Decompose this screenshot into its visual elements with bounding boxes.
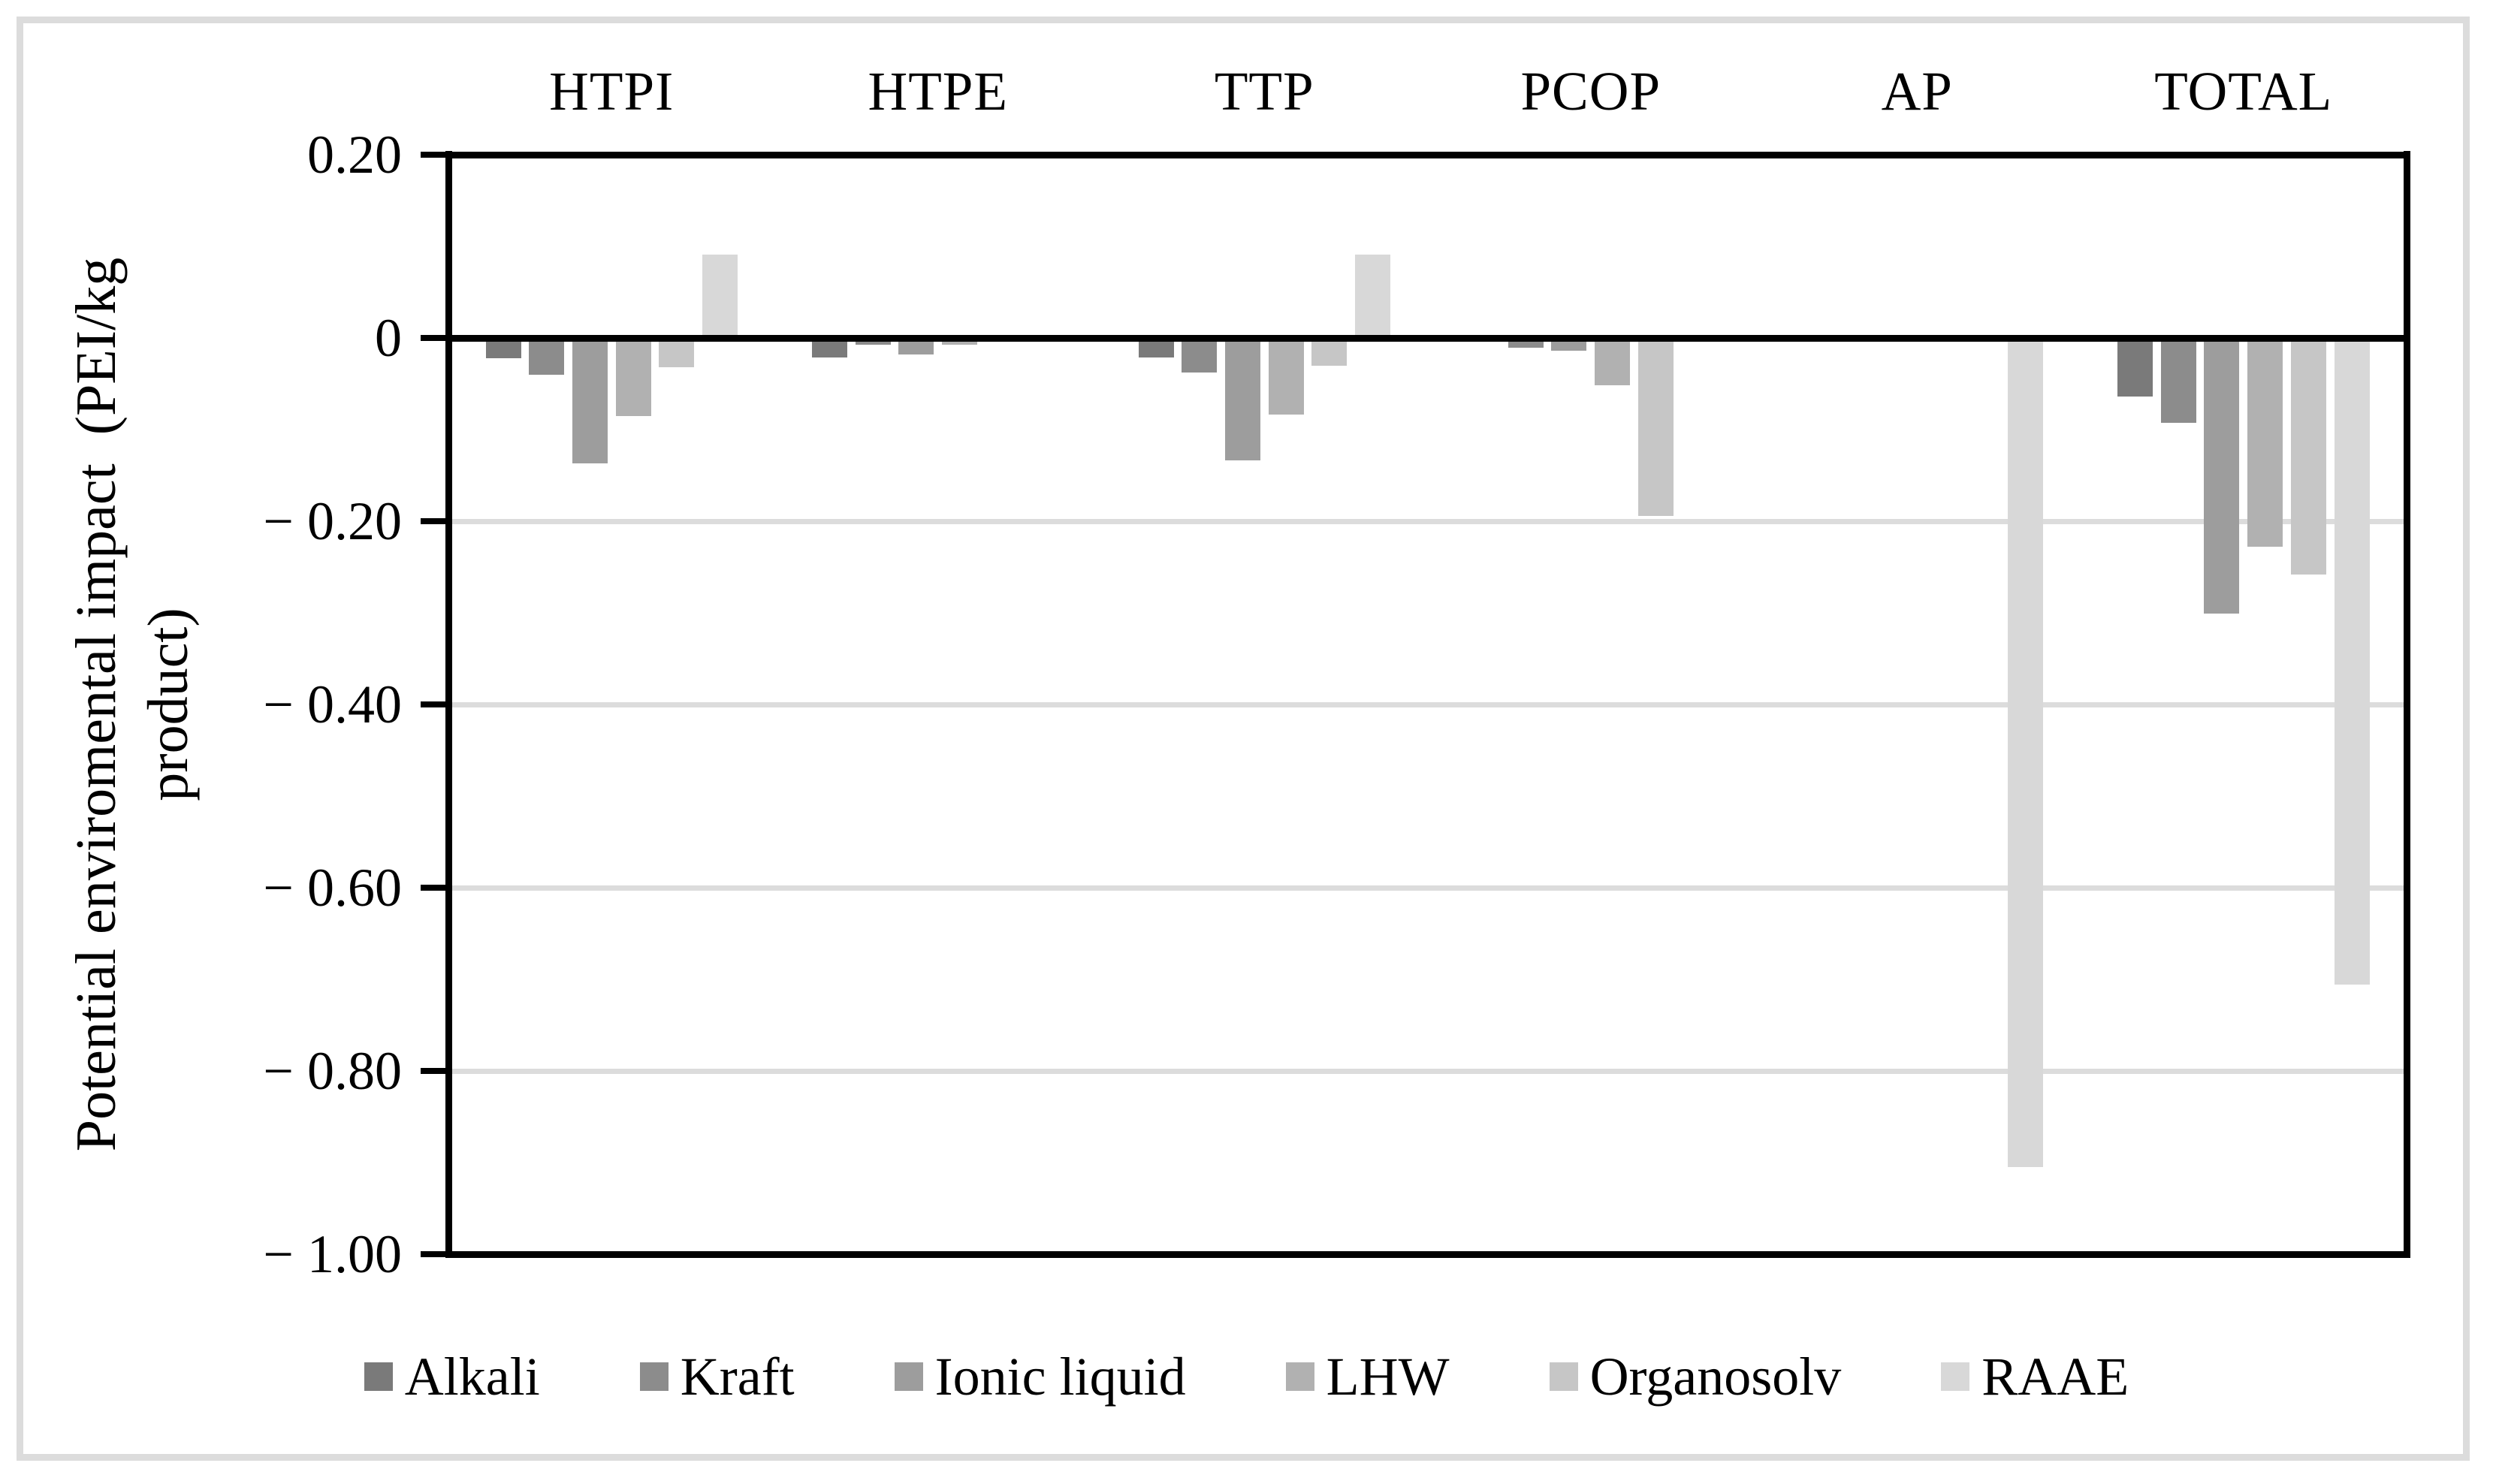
legend-swatch-lhw — [1285, 1362, 1314, 1391]
legend-item-organosolv: Organosolv — [1549, 1343, 1842, 1410]
y-tick-label: 0.20 — [307, 125, 402, 185]
legend: Alkali Kraft Ionic liquid LHW Organosolv RAAE — [0, 1343, 2493, 1410]
plot-top-line — [448, 151, 2407, 158]
legend-item-lhw: LHW — [1285, 1343, 1450, 1410]
legend-swatch-organosolv — [1549, 1362, 1578, 1391]
plot-right-line — [2403, 151, 2410, 1258]
y-tick-label: − 0.20 — [263, 491, 402, 551]
legend-label-kraft: Kraft — [680, 1347, 795, 1407]
figure-border — [17, 17, 2470, 1461]
y-axis-line — [445, 151, 452, 1258]
legend-label-lhw: LHW — [1326, 1347, 1450, 1407]
legend-item-raae: RAAE — [1941, 1343, 2129, 1410]
bar-htpi-organosolv — [659, 338, 695, 368]
y-axis-tick — [421, 335, 448, 341]
zero-line — [448, 334, 2407, 342]
bar-pcop-organosolv — [1637, 338, 1674, 516]
bar-htpe-ionic-liquid — [898, 338, 934, 354]
bar-htpi-raae — [702, 254, 738, 338]
legend-swatch-alkali — [364, 1362, 393, 1391]
legend-item-alkali: Alkali — [364, 1343, 540, 1410]
y-tick-label: 0 — [375, 308, 402, 368]
bar-total-raae — [2334, 338, 2370, 985]
gridline — [448, 1068, 2407, 1074]
y-tick-label: − 0.60 — [263, 858, 402, 918]
y-axis-tick — [421, 1251, 448, 1257]
legend-label-raae: RAAE — [1981, 1347, 2129, 1407]
y-axis-tick — [421, 885, 448, 891]
bar-total-kraft — [2160, 338, 2196, 424]
bar-ttp-kraft — [1182, 338, 1218, 373]
category-label-ttp: TTP — [1214, 61, 1314, 122]
y-tick-label: − 0.40 — [263, 674, 402, 734]
legend-item-kraft: Kraft — [639, 1343, 795, 1410]
legend-label-alkali: Alkali — [404, 1347, 540, 1407]
bar-total-organosolv — [2290, 338, 2326, 575]
y-tick-label: − 1.00 — [263, 1224, 402, 1284]
gridline — [448, 885, 2407, 891]
y-axis-tick — [421, 518, 448, 524]
bar-htpi-lhw — [615, 338, 651, 416]
bar-pcop-lhw — [1595, 338, 1631, 386]
y-axis-tick — [421, 701, 448, 707]
bar-ttp-lhw — [1268, 338, 1304, 415]
gridline — [448, 701, 2407, 707]
bar-ttp-ionic-liquid — [1224, 338, 1260, 461]
y-axis-tick — [421, 152, 448, 158]
gridline — [448, 518, 2407, 524]
y-tick-label: − 0.80 — [263, 1041, 402, 1101]
category-label-htpi: HTPI — [549, 61, 675, 122]
bar-htpi-kraft — [529, 338, 565, 375]
bar-total-lhw — [2247, 338, 2283, 547]
legend-swatch-raae — [1941, 1362, 1970, 1391]
category-label-htpe: HTPE — [868, 61, 1008, 122]
bar-ttp-raae — [1355, 254, 1390, 338]
legend-swatch-kraft — [639, 1362, 669, 1391]
legend-item-ionic-liquid: Ionic liquid — [894, 1343, 1186, 1410]
bar-total-ionic-liquid — [2204, 338, 2240, 614]
bar-total-alkali — [2117, 338, 2153, 397]
legend-label-ionic-liquid: Ionic liquid — [934, 1347, 1186, 1407]
bar-htpi-ionic-liquid — [572, 338, 608, 464]
category-label-pcop: PCOP — [1520, 61, 1661, 122]
y-axis-tick — [421, 1068, 448, 1074]
category-label-total: TOTAL — [2154, 61, 2333, 122]
legend-swatch-ionic-liquid — [894, 1362, 923, 1391]
category-label-ap: AP — [1881, 61, 1953, 122]
bar-ap-raae — [2008, 338, 2043, 1168]
bar-ttp-organosolv — [1311, 338, 1348, 366]
legend-label-organosolv: Organosolv — [1589, 1347, 1842, 1407]
plot-bottom-line — [448, 1250, 2407, 1258]
